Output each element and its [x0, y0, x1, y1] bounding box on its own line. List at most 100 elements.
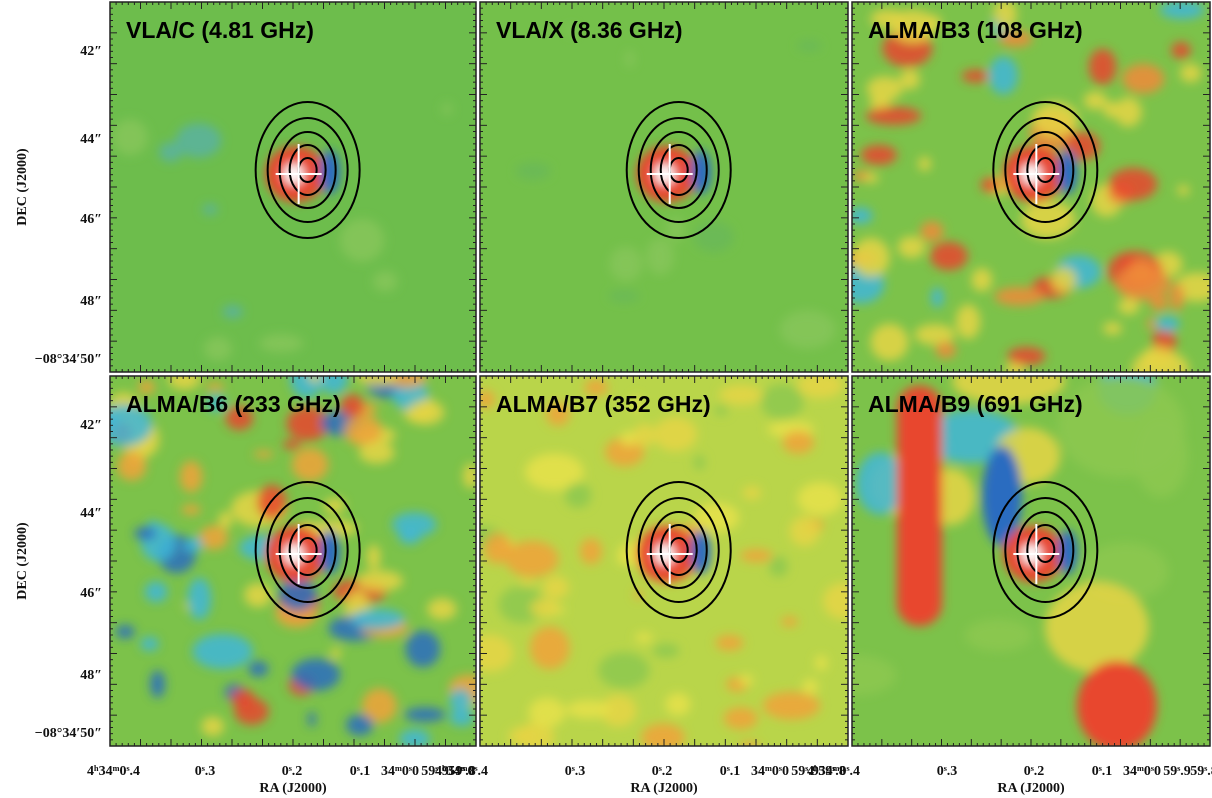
blob [330, 647, 341, 659]
blob [856, 452, 905, 515]
blob [890, 9, 937, 43]
blob [860, 144, 898, 165]
blob [134, 526, 157, 541]
blob [768, 555, 788, 577]
blob [1103, 101, 1119, 119]
blob [449, 709, 474, 727]
blob [202, 204, 218, 215]
contour [1026, 524, 1065, 576]
x-tick-label: 59ˢ.8 [1190, 764, 1212, 779]
blob [350, 608, 405, 630]
x-tick-label: 0ˢ.2 [1024, 764, 1045, 779]
y-tick-label: 46″ [80, 212, 102, 227]
blob [930, 287, 944, 308]
image [110, 376, 476, 746]
blob [408, 399, 445, 425]
y-tick-label: 42″ [80, 418, 102, 433]
blob [814, 655, 828, 671]
blob [579, 538, 603, 565]
blob [308, 376, 322, 383]
blob [144, 581, 168, 603]
panel: ALMA/B6 (233 GHz) [109, 375, 477, 747]
blob [339, 218, 385, 262]
blob [955, 304, 981, 340]
blob [652, 643, 680, 658]
blob [870, 323, 909, 361]
blob [140, 636, 159, 651]
blob [158, 142, 183, 163]
blob [1179, 63, 1202, 83]
blob [780, 310, 836, 349]
blob [802, 678, 819, 695]
blob [529, 626, 570, 670]
blob [781, 616, 798, 627]
blob [797, 376, 843, 399]
contour [278, 131, 337, 209]
blob [427, 598, 457, 620]
x-axis-label: RA (J2000) [259, 781, 327, 796]
x-tick-label: 34ᵐ0ˢ0 [1123, 764, 1161, 779]
blob [738, 674, 754, 686]
contour [649, 511, 708, 589]
blob [930, 241, 968, 271]
blob [282, 439, 302, 450]
x-tick-label: 0ˢ.1 [720, 764, 741, 779]
contour [659, 524, 698, 576]
blob [525, 453, 584, 491]
panel: ALMA/B9 (691 GHz) [851, 375, 1211, 747]
blob [797, 482, 843, 516]
blob [604, 437, 645, 467]
blob [982, 446, 1022, 546]
blob [789, 516, 820, 547]
blob [665, 692, 691, 716]
x-tick-label: 34ᵐ0ˢ0 [751, 764, 789, 779]
contour [659, 144, 698, 196]
x-tick-label: 4ʰ34ᵐ0ˢ.4 [435, 764, 488, 779]
panel-title: ALMA/B3 (108 GHz) [868, 17, 1083, 43]
x-tick-label: 59ˢ.8 [818, 764, 846, 779]
contour [992, 481, 1099, 619]
panel-title: ALMA/B6 (233 GHz) [126, 391, 341, 417]
blob [291, 447, 329, 482]
contour [625, 481, 732, 619]
image [110, 2, 476, 372]
blob [1021, 200, 1075, 239]
blob [693, 455, 705, 470]
blob [999, 30, 1033, 47]
image [852, 2, 1210, 372]
blob [362, 688, 397, 724]
blob [399, 729, 431, 746]
blob [175, 123, 222, 158]
blob [1155, 315, 1180, 333]
y-axis-label: DEC (J2000) [15, 522, 30, 600]
noise [852, 376, 1188, 746]
contour [1004, 117, 1087, 223]
blob [344, 414, 382, 447]
blob [742, 486, 762, 500]
x-tick-label: 59ˢ.9 [421, 764, 449, 779]
blob [480, 390, 495, 409]
blob [515, 162, 551, 180]
x-tick-label: 0ˢ.3 [195, 764, 216, 779]
blob [1077, 661, 1157, 746]
y-tick-label: 44″ [80, 506, 102, 521]
panel-title: VLA/X (8.36 GHz) [496, 17, 683, 43]
blob [1159, 2, 1205, 20]
blob [988, 56, 1019, 95]
contour [1026, 144, 1065, 196]
y-tick-label: 46″ [80, 586, 102, 601]
blob [693, 221, 734, 253]
blob [204, 336, 232, 361]
x-tick-label: 59ˢ.9 [1163, 764, 1191, 779]
blob [566, 700, 611, 719]
blob [391, 512, 437, 537]
panel: VLA/C (4.81 GHz) [109, 1, 477, 373]
blob [230, 688, 255, 708]
blob [463, 463, 476, 489]
blob [584, 379, 609, 396]
contour [288, 524, 327, 576]
panel: ALMA/B3 (108 GHz) [851, 1, 1211, 373]
blob [519, 579, 535, 586]
blob [564, 482, 592, 508]
contour [278, 511, 337, 589]
